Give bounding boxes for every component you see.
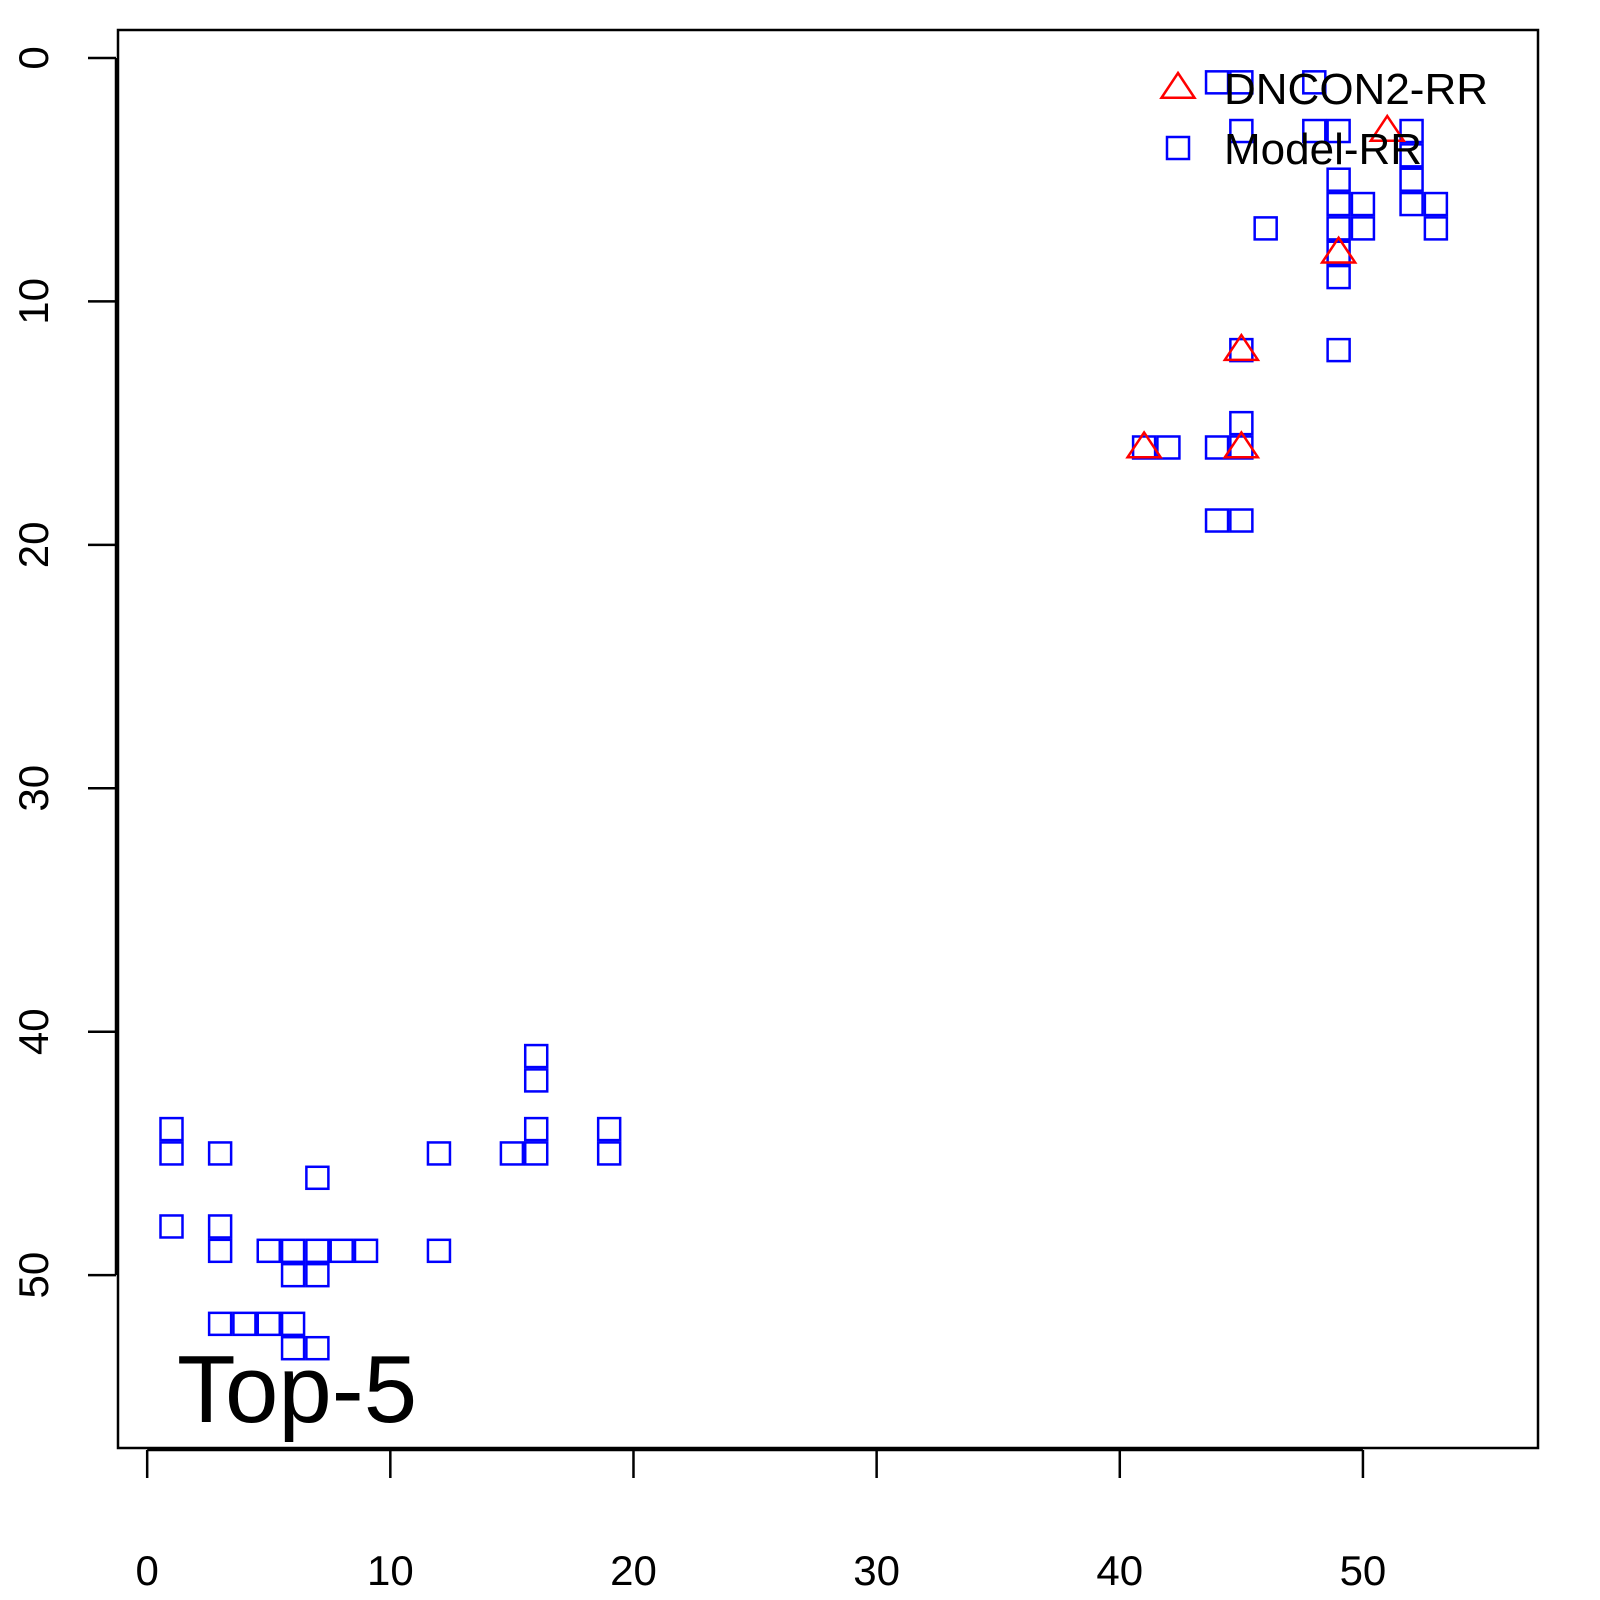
point [1131,435,1157,460]
point [1302,118,1327,144]
point [280,1262,306,1288]
point [1399,167,1424,192]
point [1350,216,1376,241]
point [207,1238,233,1264]
point [207,1214,233,1239]
annotation: Top-5 [177,1336,417,1443]
point [1326,264,1351,290]
point [305,1262,330,1288]
point [1399,143,1424,168]
point [329,1238,354,1264]
point [232,1311,257,1337]
point [1229,337,1254,363]
y-tick-label: 20 [10,522,57,569]
x-tick-label: 20 [610,1547,657,1594]
point [1399,118,1424,144]
point [426,1141,452,1166]
point [305,1335,330,1361]
point [1204,435,1230,460]
point [523,1043,549,1069]
point [207,1311,233,1337]
point [1253,216,1278,241]
y-tick-label: 0 [10,46,57,69]
point [280,1311,306,1337]
x-tick-label: 0 [135,1547,158,1594]
legend-marker [1159,70,1197,99]
point [1368,113,1407,143]
y-tick-label: 50 [10,1252,57,1299]
point [1229,435,1254,460]
point [1326,337,1351,363]
x-tick-label: 50 [1340,1547,1387,1594]
point [1319,235,1358,264]
point [305,1238,330,1264]
point [1326,118,1351,144]
point [1204,70,1230,95]
point [1302,70,1327,95]
legend-label: DNCON2-RR [1224,65,1488,114]
y-tick-label: 10 [10,278,57,325]
x-tick-label: 30 [853,1547,900,1594]
point [280,1238,306,1264]
point [499,1141,525,1166]
point [1326,191,1351,217]
point [1229,118,1254,144]
point [1350,191,1376,217]
point [256,1311,282,1337]
point [256,1238,282,1264]
point [1222,430,1261,459]
point [305,1165,330,1191]
y-tick-label: 30 [10,765,57,812]
point [207,1141,233,1166]
point [1326,167,1351,192]
point [280,1335,306,1361]
point [1229,508,1254,533]
point [1229,70,1254,95]
point [1125,430,1163,459]
point [1423,191,1449,217]
point [596,1141,622,1166]
point [1399,191,1424,217]
point [159,1141,184,1166]
point [523,1068,549,1093]
legend-marker [1165,135,1191,161]
point [159,1116,184,1142]
x-tick-label: 10 [367,1547,414,1594]
x-tick-label: 40 [1096,1547,1143,1594]
point [426,1238,452,1264]
point [1204,508,1230,533]
point [523,1141,549,1166]
plot-frame [116,28,1540,1450]
point [159,1214,184,1239]
y-tick-label: 40 [10,1008,57,1055]
point [1326,240,1351,265]
point [523,1116,549,1142]
legend-label: Model-RR [1224,125,1422,174]
point [1222,332,1261,362]
point [353,1238,379,1264]
point [596,1116,622,1142]
point [1156,435,1181,460]
point [1423,216,1449,241]
